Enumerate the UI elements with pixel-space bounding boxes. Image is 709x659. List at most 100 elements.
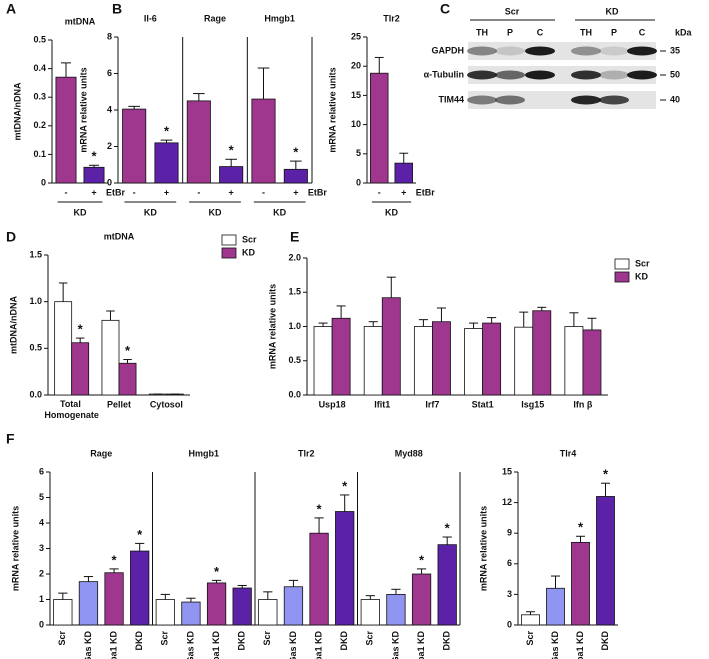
y-tick-label: 9 — [507, 528, 512, 538]
bar — [596, 496, 615, 626]
bar — [464, 328, 483, 396]
y-tick-label: 25 — [351, 31, 361, 41]
y-axis-label: mRNA relative units — [478, 506, 488, 591]
x-tick-label: DKD — [134, 631, 144, 651]
group-label: KD — [209, 207, 222, 217]
lane-label: C — [537, 27, 544, 37]
bar — [251, 98, 276, 184]
x-tick-label: Ifn β — [573, 399, 592, 409]
y-tick-label: 4 — [39, 517, 44, 527]
panel-title: mtDNA — [104, 231, 135, 241]
x-tick-label: cGas KD — [83, 631, 93, 659]
y-tick-label: 0.5 — [288, 355, 301, 365]
y-tick-label: 3 — [507, 589, 512, 599]
x-tick-label: Opa1 KD — [575, 631, 585, 659]
blot-band — [525, 70, 555, 80]
x-tick-label: cGas KD — [390, 631, 400, 659]
significance: * — [229, 143, 235, 158]
group-label: KD — [273, 207, 286, 217]
blot-band — [599, 46, 629, 56]
x-tick-label: Opa1 KD — [108, 631, 118, 659]
blot-band — [599, 70, 629, 80]
bar — [335, 511, 355, 626]
x-tick-label: Scr — [57, 631, 67, 646]
y-tick-label: 0 — [107, 177, 112, 187]
significance: * — [578, 520, 584, 535]
panel-title: Hmgb1 — [264, 13, 295, 23]
x-tick-label: DKD — [339, 631, 349, 651]
x-tick-label: cGas KD — [185, 631, 195, 659]
y-axis-label: mRNA relative units — [78, 67, 88, 152]
y-tick-label: 0 — [507, 619, 512, 629]
y-tick-label: 6 — [39, 466, 44, 476]
panel-title: Tlr2 — [298, 448, 315, 458]
blot-band — [627, 70, 657, 80]
significance: * — [91, 149, 97, 164]
y-tick-label: 1.5 — [29, 249, 42, 259]
bar — [564, 326, 584, 396]
legend-label: KD — [635, 271, 648, 281]
y-tick-label: 15 — [502, 466, 512, 476]
legend-label: KD — [242, 247, 255, 257]
bar — [432, 321, 451, 396]
panel-letter: F — [6, 431, 15, 447]
panel-title: Tlr2 — [383, 13, 400, 23]
lane-label: TH — [476, 27, 488, 37]
blot-group: Scr — [505, 6, 520, 16]
bar — [413, 326, 433, 396]
panel-title: Myd88 — [395, 448, 423, 458]
bar — [101, 319, 120, 396]
bar — [206, 582, 227, 626]
blot-band — [525, 46, 555, 56]
group-label: KD — [385, 207, 398, 217]
x-tick-label: - — [262, 187, 265, 197]
legend-swatch — [221, 234, 237, 246]
bar — [71, 342, 90, 396]
bar — [482, 322, 502, 396]
y-tick-label: 20 — [351, 61, 361, 71]
legend-swatch — [614, 271, 630, 283]
x-tick-label: Scr — [262, 631, 272, 646]
y-tick-label: 0 — [356, 177, 361, 187]
bar — [78, 581, 99, 626]
bar — [386, 594, 406, 626]
y-tick-label: 10 — [351, 119, 361, 129]
bar — [186, 100, 211, 184]
legend-label: Scr — [635, 258, 650, 268]
blot-band — [571, 95, 601, 105]
lane-label: TH — [580, 27, 592, 37]
significance: * — [445, 520, 451, 535]
bar — [283, 168, 308, 184]
x-tick-label: Scr — [525, 631, 535, 646]
x-note: EtBr — [416, 187, 435, 197]
y-tick-label: 1 — [39, 594, 44, 604]
blot-size: 40 — [670, 94, 680, 104]
y-tick-label: 2.0 — [288, 252, 301, 262]
bar — [532, 310, 552, 396]
y-tick-label: 15 — [351, 90, 361, 100]
blot-band — [467, 70, 497, 80]
y-tick-label: 1.5 — [288, 287, 301, 297]
blot-band — [599, 95, 629, 105]
significance: * — [112, 552, 118, 567]
x-tick-label: Scr — [160, 631, 170, 646]
panel-title: mtDNA — [65, 16, 96, 26]
bar — [370, 72, 389, 184]
significance: * — [164, 124, 170, 139]
legend-swatch — [614, 258, 630, 270]
y-tick-label: 3 — [39, 543, 44, 553]
x-tick-label: Scr — [365, 631, 375, 646]
x-tick-label: Pellet — [107, 399, 131, 409]
lane-label: P — [507, 27, 513, 37]
blot-bands — [467, 42, 657, 109]
bar — [54, 301, 73, 396]
bar — [283, 586, 304, 626]
y-tick-label: 0.3 — [33, 92, 46, 102]
y-tick-label: 0.2 — [33, 120, 46, 130]
blot-band — [495, 46, 525, 56]
panel-letter: A — [6, 1, 16, 17]
y-axis-label: mtDNA/nDNA — [12, 82, 22, 140]
bar — [381, 297, 401, 396]
x-tick-label: DKD — [442, 631, 452, 651]
